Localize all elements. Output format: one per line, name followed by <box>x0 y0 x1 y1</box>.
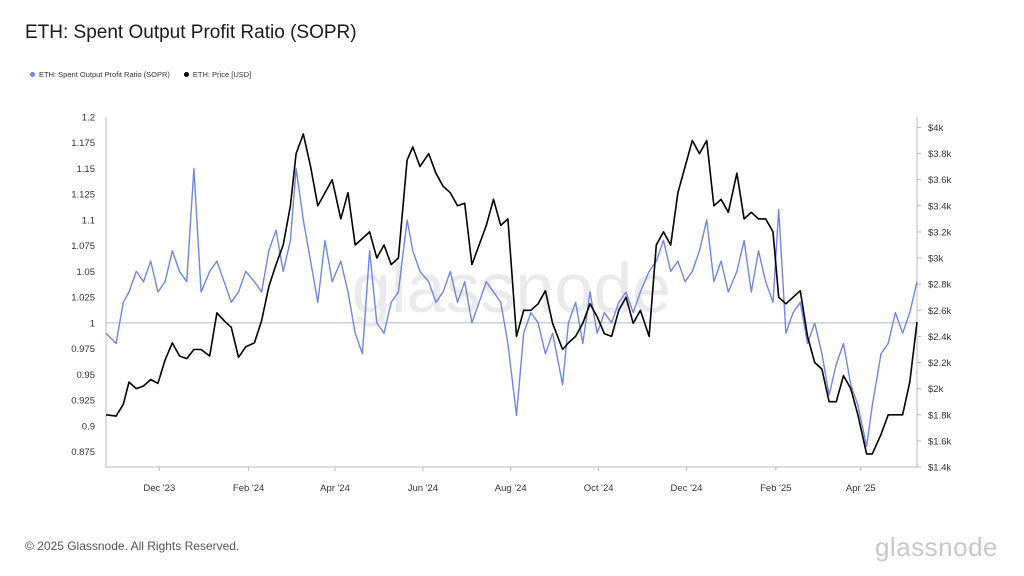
y-left-tick-label: 0.95 <box>77 370 96 381</box>
y-right-tick-label: $3k <box>928 254 944 265</box>
y-right-tick-label: $1.8k <box>928 410 951 421</box>
y-right-tick-label: $3.6k <box>928 175 951 186</box>
legend-label-sopr: ETH: Spent Output Profit Ratio (SOPR) <box>39 70 170 79</box>
y-left-tick-label: 1.125 <box>71 190 95 201</box>
x-tick-label: Feb '24 <box>233 483 264 494</box>
y-right-tick-label: $2.6k <box>928 306 951 317</box>
y-right-tick-label: $1.6k <box>928 436 951 447</box>
y-left-tick-label: 1.075 <box>71 241 95 252</box>
y-right-tick-label: $2k <box>928 384 944 395</box>
x-tick-label: Dec '24 <box>671 483 703 494</box>
legend-item-price[interactable]: ETH: Price [USD] <box>183 70 252 79</box>
y-left-tick-label: 1.1 <box>82 215 95 226</box>
price-line <box>105 133 918 455</box>
y-right-tick-label: $3.4k <box>928 201 951 212</box>
y-left-tick-label: 1.2 <box>82 113 95 124</box>
x-tick-label: Jun '24 <box>408 483 438 494</box>
legend-dot-sopr <box>30 72 35 77</box>
legend-dot-price <box>183 72 189 77</box>
y-left-tick-label: 0.925 <box>71 396 95 407</box>
glassnode-logo: glassnode <box>874 532 998 562</box>
y-right-tick-label: $1.4k <box>928 463 951 474</box>
x-tick-label: Feb '25 <box>760 483 791 494</box>
x-tick-label: Apr '24 <box>320 483 350 494</box>
y-left-tick-label: 1.025 <box>71 293 95 304</box>
legend-item-sopr[interactable]: ETH: Spent Output Profit Ratio (SOPR) <box>30 70 170 79</box>
y-right-tick-label: $2.4k <box>928 332 951 343</box>
y-left-tick-label: 1.05 <box>77 267 96 278</box>
y-right-tick-label: $3.8k <box>928 149 951 160</box>
chart-title: ETH: Spent Output Profit Ratio (SOPR) <box>25 22 357 43</box>
y-left-tick-label: 1 <box>90 318 95 329</box>
x-tick-label: Aug '24 <box>495 483 527 494</box>
x-tick-label: Oct '24 <box>584 483 614 494</box>
y-left-tick-label: 0.875 <box>71 447 95 458</box>
y-right-tick-label: $2.8k <box>928 280 951 291</box>
y-left-tick-label: 1.15 <box>77 164 96 175</box>
sopr-line <box>105 167 918 448</box>
copyright-text: © 2025 Glassnode. All Rights Reserved. <box>25 539 240 553</box>
legend-label-price: ETH: Price [USD] <box>192 70 252 79</box>
y-right-tick-label: $3.2k <box>928 227 951 238</box>
y-left-tick-label: 0.9 <box>82 421 95 432</box>
y-right-tick-label: $4k <box>928 123 944 134</box>
x-tick-label: Dec '23 <box>143 483 175 494</box>
x-tick-label: Apr '25 <box>846 483 876 494</box>
legend: ETH: Spent Output Profit Ratio (SOPR) ET… <box>30 70 251 79</box>
y-left-tick-label: 1.175 <box>71 138 95 149</box>
y-right-tick-label: $2.2k <box>928 358 951 369</box>
y-left-tick-label: 0.975 <box>71 344 95 355</box>
